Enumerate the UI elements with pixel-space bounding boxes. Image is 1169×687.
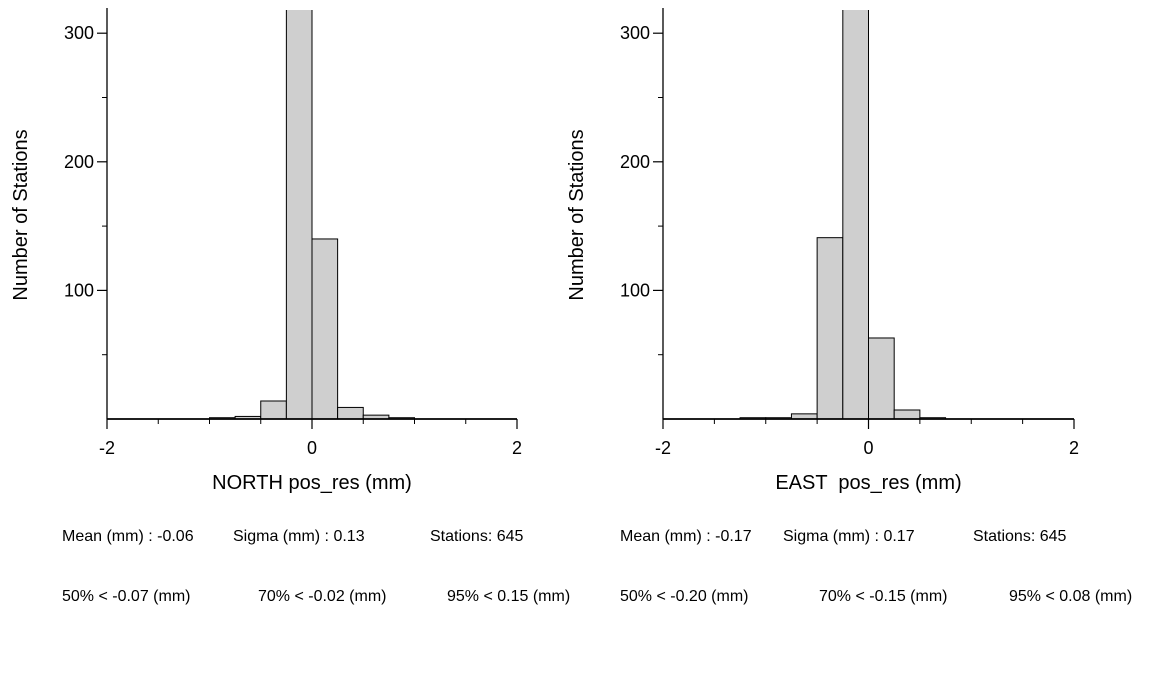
north-histogram: -2 0 2 100 200 300 NORTH pos_res (mm) Number of… [10,8,522,494]
east-bar-5 [868,337,895,420]
north-x-tick-label: 2 [512,438,522,458]
east-mean: Mean (mm) : -0.17 [620,528,752,545]
east-y-tick-label: 100 [620,280,650,300]
north-x-tick-label: -2 [99,438,115,458]
north-bar-3 [285,10,313,420]
north-y-tick-label: 100 [64,280,94,300]
east-x-tick-label: 2 [1069,438,1079,458]
east-y-tick-label: 300 [620,23,650,43]
east-bar-6 [893,409,921,420]
east-y-axis-label: Number of Stations [566,129,588,300]
east-y-tick-label: 200 [620,152,650,172]
east-bar-4 [842,10,869,420]
north-x-tick-label: 0 [307,438,317,458]
north-mean: Mean (mm) : -0.06 [62,528,194,545]
east-x-axis-label: EAST pos_res (mm) [775,472,961,494]
north-stations: Stations: 645 [430,528,524,545]
north-x-axis-label: NORTH pos_res (mm) [212,472,412,494]
north-y-tick-label: 300 [64,23,94,43]
east-p95: 95% < 0.08 (mm) [1009,588,1133,605]
east-x-tick-label: 0 [863,438,873,458]
north-bars [209,10,415,420]
north-p50: 50% < -0.07 (mm) [62,588,191,605]
histogram-figure: -2 0 2 100 200 300 NORTH pos_res (mm) Number of… [10,8,1079,494]
east-stats: Mean (mm) : -0.17 Sigma (mm) : 0.17 Stat… [620,487,1132,627]
north-sigma: Sigma (mm) : 0.13 [233,528,365,545]
east-bars [739,10,947,420]
north-p70: 70% < -0.02 (mm) [258,588,387,605]
north-y-axis-label: Number of Stations [10,129,32,300]
north-stats: Mean (mm) : -0.06 Sigma (mm) : 0.13 Stat… [62,487,570,627]
east-stations: Stations: 645 [973,528,1067,545]
east-p70: 70% < -0.15 (mm) [819,588,948,605]
east-x-tick-label: -2 [655,438,671,458]
north-bar-5 [337,406,364,420]
north-y-tick-label: 200 [64,152,94,172]
north-p95: 95% < 0.15 (mm) [447,588,571,605]
east-bar-3 [816,237,844,420]
east-sigma: Sigma (mm) : 0.17 [783,528,915,545]
north-bar-2 [260,400,287,420]
north-bar-4 [311,238,339,420]
east-histogram: -2 0 2 100 200 300 EAST pos_res (mm) Number of … [566,8,1079,494]
east-p50: 50% < -0.20 (mm) [620,588,749,605]
